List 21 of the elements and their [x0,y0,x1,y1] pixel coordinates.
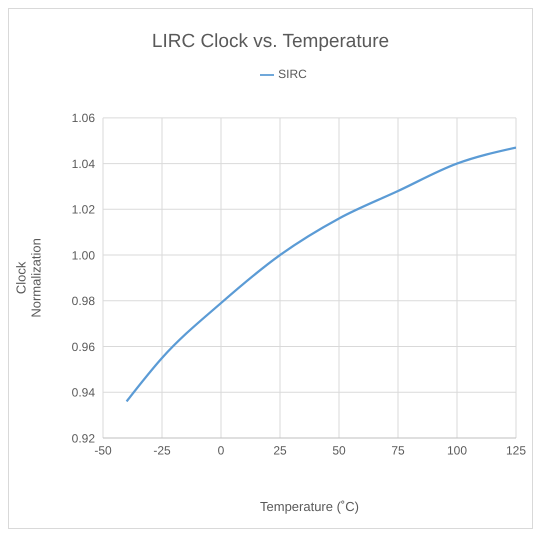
y-tick-label: 1.02 [72,202,96,217]
y-tick-label: 0.94 [72,386,96,400]
y-axis-title: Clock Normalization [14,238,44,318]
line-series [125,146,516,403]
legend-label: SIRC [278,67,307,81]
x-axis-title: Temperature (˚C) [260,499,359,514]
x-tick-label: 25 [273,444,287,458]
y-tick-label: 1.00 [72,248,96,262]
y-tick-label: 1.06 [72,111,96,126]
x-tick-label: 75 [391,444,405,458]
x-tick-label: 0 [218,444,225,458]
y-tick-label: 0.92 [72,431,96,446]
chart-title: LIRC Clock vs. Temperature [150,31,390,53]
x-tick-label: -50 [94,444,112,458]
x-tick-label: 125 [506,444,526,458]
y-tick-label: 0.98 [72,294,96,308]
x-tick-label: 50 [332,444,346,458]
x-tick-label: 100 [446,444,468,458]
y-tick-label: 1.04 [72,156,96,171]
y-tick-label: 0.96 [72,340,96,354]
x-tick-label: -25 [153,444,171,458]
